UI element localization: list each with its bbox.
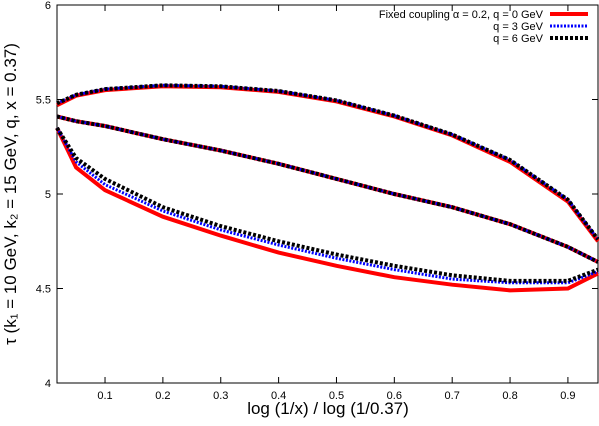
series-line — [55, 83, 599, 283]
x-tick-label: 0.1 — [97, 390, 112, 402]
y-tick-label: 6 — [45, 0, 51, 12]
y-tick-label: 4 — [45, 378, 51, 390]
x-tick-label: 0.4 — [271, 390, 286, 402]
y-axis-label: τ (k₁ = 10 GeV, k₂ = 15 GeV, q, x = 0.37… — [1, 43, 20, 345]
x-tick-label: 0.9 — [560, 390, 575, 402]
x-tick-label: 0.7 — [445, 390, 460, 402]
x-axis-label: log (1/x) / log (1/0.37) — [247, 399, 409, 418]
y-tick-label: 4.5 — [36, 284, 51, 296]
x-tick-label: 0.3 — [213, 390, 228, 402]
x-tick-label: 0.6 — [387, 390, 402, 402]
y-tick-label: 5 — [45, 189, 51, 201]
series-line — [55, 84, 599, 293]
legend-label: q = 6 GeV — [493, 33, 544, 45]
legend-label: Fixed coupling α = 0.2, q = 0 GeV — [379, 9, 544, 21]
x-tick-label: 0.8 — [502, 390, 517, 402]
y-tick-label: 5.5 — [36, 95, 51, 107]
x-tick-label: 0.2 — [155, 390, 170, 402]
legend-label: q = 3 GeV — [493, 21, 544, 33]
x-tick-label: 0.5 — [329, 390, 344, 402]
